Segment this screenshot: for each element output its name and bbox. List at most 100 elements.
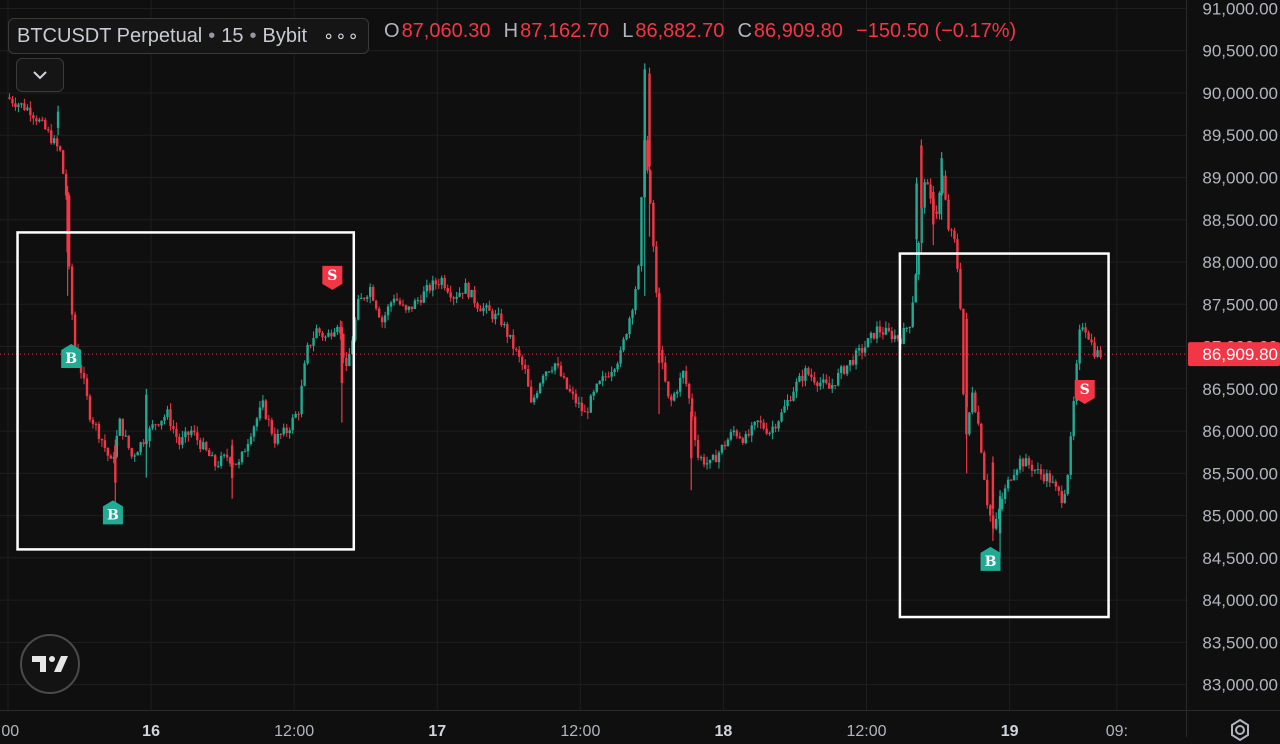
candle-body	[684, 371, 688, 384]
candle-body	[345, 357, 348, 367]
candle-body	[538, 383, 542, 393]
price-tick-label: 89,000.00	[1202, 169, 1278, 188]
candles	[8, 63, 1102, 558]
sell-marker[interactable]: S	[322, 265, 343, 290]
candle-body	[968, 412, 971, 435]
price-axis[interactable]: 91,000.00 90,500.00 90,000.00 89,500.00 89,0…	[1186, 0, 1280, 737]
candle-spike-body	[56, 111, 60, 128]
candle	[485, 303, 488, 314]
candle	[190, 426, 193, 438]
candle-body	[404, 305, 408, 311]
candle-body	[419, 300, 423, 303]
candle-body	[333, 332, 336, 337]
candle-body	[1060, 490, 1063, 504]
tradingview-logo-icon[interactable]	[20, 634, 80, 694]
candle-body	[14, 103, 17, 107]
candle-body	[416, 300, 420, 302]
candle-body	[58, 146, 62, 151]
candle-spike-body	[991, 462, 995, 509]
legend-dot: •	[249, 24, 257, 47]
candle-body	[974, 392, 977, 413]
candle-body	[249, 436, 253, 444]
candle	[834, 385, 837, 390]
candle	[741, 436, 745, 445]
candle	[380, 315, 384, 328]
candle-body	[285, 427, 288, 434]
low-label: L	[622, 20, 634, 42]
candle-body	[705, 463, 709, 465]
price-tick-label: 85,000.00	[1202, 507, 1278, 526]
candle	[35, 115, 38, 126]
candle-body	[389, 302, 393, 307]
candle	[389, 300, 393, 312]
candle-body	[255, 418, 259, 427]
candle-body	[407, 306, 411, 311]
candle-body	[1084, 327, 1087, 333]
gear-icon[interactable]	[1226, 716, 1254, 744]
candle	[679, 372, 682, 397]
candle	[181, 430, 184, 449]
candle-body	[753, 421, 756, 426]
collapse-legend-button[interactable]	[16, 58, 64, 92]
candle-body	[47, 129, 50, 131]
candle-body	[500, 313, 503, 326]
trade-markers[interactable]: B B S B S	[61, 265, 1095, 571]
candle	[285, 423, 288, 437]
candle-body	[175, 428, 178, 437]
candle	[154, 423, 157, 431]
candle	[604, 372, 607, 382]
time-axis[interactable]: :00 16 12:00 17 12:00 18 12:00 19 09:	[0, 710, 1280, 737]
candle	[732, 425, 736, 436]
candle-body	[983, 452, 986, 480]
candle	[628, 316, 631, 339]
candle	[404, 304, 408, 314]
candle-body	[1015, 469, 1019, 476]
candle	[1015, 468, 1019, 481]
close-value: 86,909.80	[753, 20, 843, 42]
candle	[851, 355, 855, 366]
candle	[17, 102, 20, 113]
candle	[896, 334, 900, 342]
high-value: 87,162.70	[520, 20, 610, 42]
candle	[863, 340, 867, 357]
candle-body	[38, 119, 41, 122]
candle-body	[863, 347, 867, 353]
more-options-icon[interactable]: ∘∘∘	[323, 25, 360, 46]
candle	[294, 411, 297, 419]
candle-body	[443, 277, 446, 288]
buy-marker[interactable]: B	[61, 344, 82, 368]
candle	[977, 405, 980, 426]
candle-body	[860, 348, 864, 353]
candle	[986, 474, 989, 509]
candle-body	[768, 432, 771, 434]
candle	[1087, 330, 1090, 340]
candle-body	[294, 413, 297, 418]
candle-spike-body	[66, 191, 69, 253]
candle	[136, 451, 139, 456]
candle	[267, 415, 271, 427]
candle	[202, 437, 205, 451]
candle	[780, 408, 783, 423]
candle-spike-body	[690, 411, 693, 459]
candle	[1072, 396, 1075, 441]
candle-body	[410, 306, 414, 309]
candle-body	[485, 305, 488, 308]
buy-marker[interactable]: B	[102, 500, 123, 525]
candle-body	[377, 308, 381, 318]
candle-body	[792, 391, 795, 401]
buy-marker[interactable]: B	[980, 546, 1001, 571]
candle-body	[187, 431, 190, 435]
candle	[968, 411, 971, 437]
candle	[613, 367, 616, 377]
candle	[166, 405, 169, 420]
candle	[82, 366, 86, 385]
candle	[989, 503, 992, 522]
candle-body	[1009, 479, 1013, 481]
sell-marker[interactable]: S	[1074, 380, 1095, 405]
candle-body	[392, 298, 396, 303]
candle-body	[252, 426, 256, 437]
candle	[422, 286, 426, 304]
symbol-legend[interactable]: BTCUSDT Perpetual • 15 • Bybit ∘∘∘	[8, 18, 369, 54]
candle-body	[848, 360, 852, 366]
